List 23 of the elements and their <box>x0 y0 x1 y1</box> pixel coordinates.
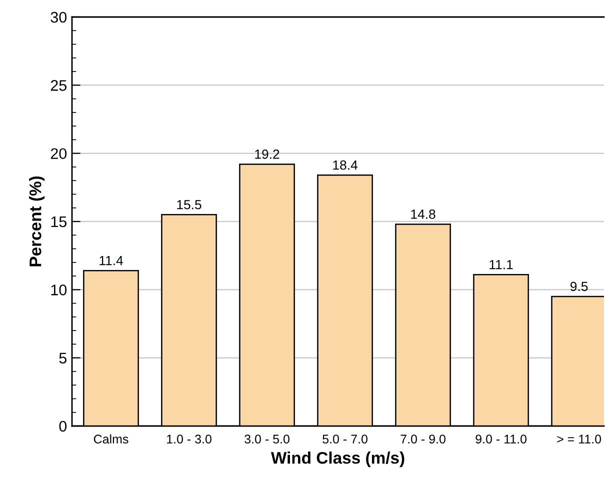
y-axis-title: Percent (%) <box>29 176 45 266</box>
y-tick-label: 0 <box>59 420 67 432</box>
data-label: 11.4 <box>100 256 123 266</box>
y-tick-label: 30 <box>50 12 67 23</box>
x-axis-title: Wind Class (m/s) <box>270 452 404 468</box>
y-tick-label: 25 <box>50 80 66 91</box>
y-tick-label: 10 <box>51 284 67 296</box>
y-tick-label: 20 <box>50 148 67 160</box>
x-tick-label: > = 11.0 <box>557 434 602 444</box>
y-tick-label: 15 <box>51 216 66 228</box>
data-label: 14.8 <box>411 210 436 219</box>
data-label: 9.5 <box>570 282 588 292</box>
x-tick-label: 5.0 - 7.0 <box>322 434 368 444</box>
y-tick-label: 5 <box>59 352 66 364</box>
x-tick-label: 7.0 - 9.0 <box>400 434 446 444</box>
x-tick-label: Calms <box>94 434 128 444</box>
x-tick-label: 3.0 - 5.0 <box>244 434 290 444</box>
data-label: 11.1 <box>490 260 513 270</box>
data-label: 19.2 <box>255 150 280 159</box>
data-label: 18.4 <box>333 160 358 170</box>
x-tick-label: 9.0 - 11.0 <box>476 434 526 444</box>
data-label: 15.5 <box>177 200 202 210</box>
x-tick-label: 1.0 - 3.0 <box>167 434 212 444</box>
